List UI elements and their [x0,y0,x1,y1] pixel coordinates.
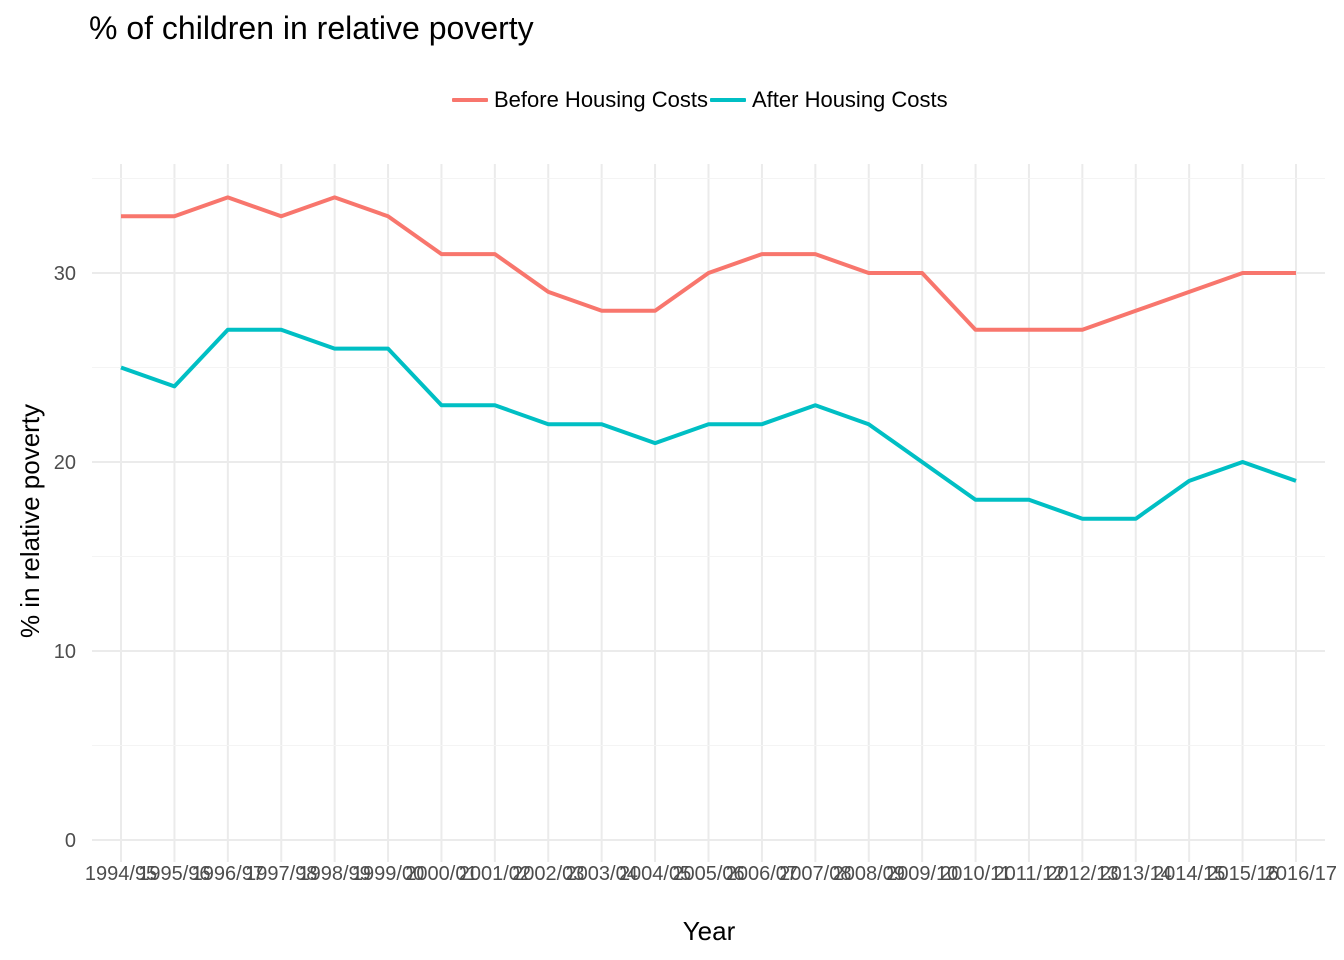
legend-item-after-housing-costs: After Housing Costs [710,87,948,113]
grid [92,164,1325,862]
legend-key-before-housing-costs [452,98,488,102]
x-tick-label: 2007/08 [779,863,851,885]
x-tick-label: 2005/06 [672,863,744,885]
x-tick-label: 2009/10 [886,863,958,885]
x-tick-label: 2016/17 [1265,863,1337,885]
x-tick-label: 2015/16 [1206,863,1278,885]
series-line-before-housing-costs [121,195,1296,332]
x-tick-label: 2012/13 [1046,863,1118,885]
x-tick-label: 1996/97 [192,863,264,885]
y-axis-title: % in relative poverty [15,404,45,638]
x-tick-label: 2008/09 [833,863,905,885]
y-tick-label: 10 [54,641,76,663]
x-tick-label: 2013/14 [1100,863,1172,885]
x-tick-label: 2011/12 [994,863,1065,885]
x-tick-label: 1999/00 [352,863,424,885]
y-tick-label: 20 [54,452,76,474]
x-tick-label: 1995/96 [138,863,210,885]
x-tick-label: 2014/15 [1153,863,1225,885]
x-tick-label: 1998/99 [298,863,370,885]
y-axis-ticks: 0 10 20 30 [54,263,76,852]
x-tick-label: 1997/98 [245,863,317,885]
legend-label-before-housing-costs: Before Housing Costs [494,87,708,112]
legend-label-after-housing-costs: After Housing Costs [752,87,948,112]
series-line-after-housing-costs [120,327,1297,521]
legend-item-before-housing-costs: Before Housing Costs [452,87,708,113]
x-tick-label: 2002/03 [512,863,584,885]
legend: Before Housing Costs After Housing Costs [452,86,950,114]
series-lines [120,195,1297,521]
chart-title: % of children in relative poverty [89,10,534,46]
x-tick-label: 2004/05 [619,863,691,885]
x-tick-label: 1994/95 [85,863,157,885]
x-tick-label: 2001/02 [459,863,531,885]
x-axis-title: Year [683,916,736,946]
y-tick-label: 0 [65,830,76,852]
x-tick-label: 2000/01 [405,863,477,885]
legend-key-after-housing-costs [710,98,746,102]
x-tick-label: 2006/07 [726,863,798,885]
x-tick-label: 2003/04 [566,863,638,885]
x-tick-label: 2010/11 [940,863,1011,885]
y-tick-label: 30 [54,263,76,285]
x-axis-ticks: 1994/951995/961996/971997/981998/991999/… [85,863,1337,885]
